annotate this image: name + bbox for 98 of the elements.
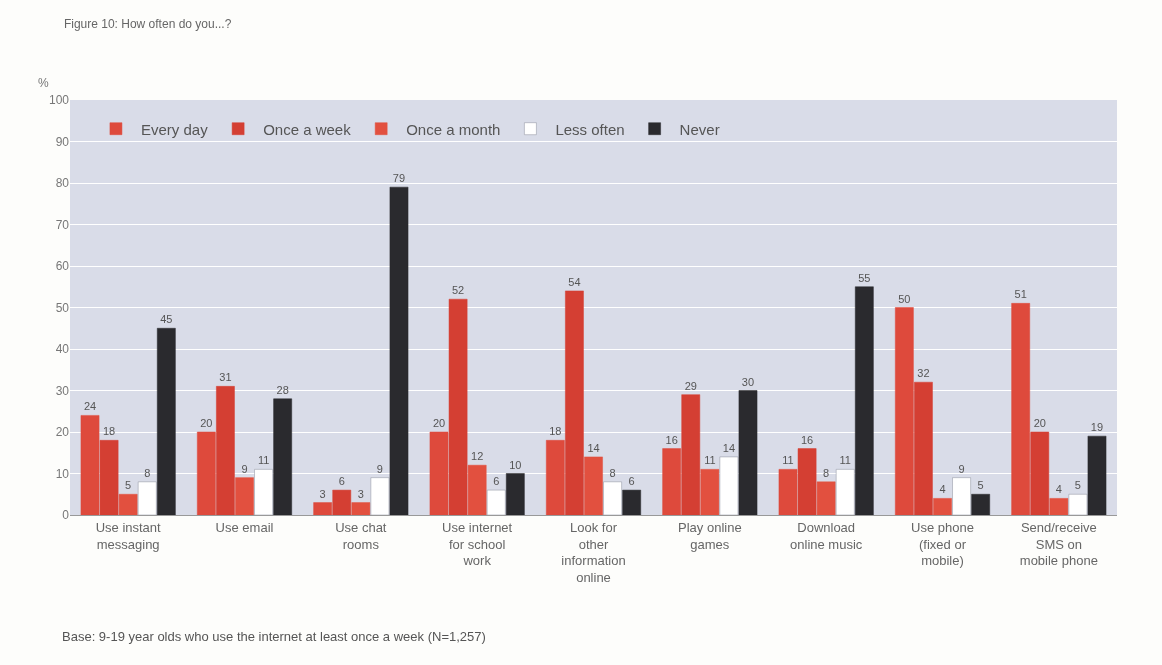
legend-label: Less often (555, 120, 625, 138)
data-label: 9 (376, 462, 383, 475)
bar (700, 469, 720, 515)
data-label: 16 (800, 433, 814, 446)
legend-label: Once a month (406, 120, 501, 138)
bar (738, 390, 758, 515)
data-label: 16 (665, 433, 678, 446)
data-label: 14 (587, 441, 600, 454)
bar (816, 481, 836, 515)
bar (584, 456, 603, 515)
x-tick-label: Use chat rooms (335, 519, 387, 552)
bar (1087, 435, 1107, 515)
bar (486, 489, 506, 515)
data-label: 18 (549, 425, 562, 438)
x-tick-label: Use phone (fixed or mobile) (911, 519, 974, 569)
data-label: 9 (958, 462, 965, 475)
data-label: 30 (741, 375, 755, 388)
bar (506, 473, 525, 515)
data-label: 29 (684, 379, 697, 392)
data-label: 6 (338, 475, 345, 488)
bar (370, 477, 390, 515)
data-label: 4 (939, 483, 946, 496)
bar (971, 494, 990, 515)
bar (933, 498, 952, 515)
data-label: 11 (782, 454, 794, 467)
y-tick-label: 50 (55, 300, 70, 315)
bar (622, 489, 641, 515)
legend-label: Every day (140, 120, 209, 138)
data-label: 5 (125, 479, 132, 492)
bar (603, 481, 622, 515)
legend-label: Once a week (263, 120, 352, 138)
data-label: 28 (276, 383, 289, 396)
data-label: 5 (1074, 479, 1081, 492)
data-label: 4 (1055, 483, 1062, 496)
data-label: 14 (722, 441, 736, 454)
data-label: 5 (977, 479, 984, 492)
data-label: 10 (509, 458, 522, 471)
y-tick-label: 70 (55, 217, 70, 232)
data-label: 11 (257, 454, 270, 467)
x-tick-label: Use instant messaging (95, 519, 162, 552)
data-label: 11 (704, 454, 716, 467)
x-tick-label: Send/receive SMS on mobile phone (1019, 519, 1098, 569)
data-label: 79 (392, 172, 406, 185)
x-tick-label: Play online games (678, 519, 742, 552)
data-label: 51 (1014, 288, 1027, 301)
data-label: 6 (493, 475, 500, 488)
data-label: 8 (144, 466, 151, 479)
data-label: 6 (628, 475, 635, 488)
y-tick-label: 60 (55, 259, 70, 274)
data-label: 20 (432, 417, 446, 429)
y-tick-label: 10 (55, 466, 70, 481)
bar (157, 328, 176, 515)
data-label: 9 (241, 462, 248, 475)
legend-label: Never (679, 120, 720, 138)
bar (467, 464, 487, 515)
data-label: 20 (200, 417, 213, 429)
data-label: 52 (451, 284, 465, 297)
data-label: 55 (858, 271, 871, 284)
y-tick-label: 100 (48, 93, 70, 108)
y-tick-label: 20 (55, 425, 70, 440)
bar (1068, 494, 1088, 515)
y-tick-label: 30 (55, 383, 70, 398)
bar (855, 286, 874, 515)
data-label: 12 (471, 450, 484, 463)
y-axis-title: % (38, 76, 49, 90)
data-label: 18 (102, 425, 116, 438)
data-label: 3 (319, 487, 326, 500)
bar (952, 477, 971, 515)
x-tick-label: Use internet for school work (442, 519, 513, 569)
y-tick-label: 0 (62, 508, 70, 523)
bar (118, 494, 138, 515)
data-label: 24 (83, 400, 97, 413)
y-tick-label: 90 (55, 134, 70, 149)
data-label: 54 (568, 275, 581, 288)
bar (235, 477, 254, 515)
bar (719, 456, 739, 515)
bar (351, 502, 371, 515)
text: Base: 9-19 year olds who use the internet at least once a week (N=1,257) (62, 629, 486, 644)
data-label: 3 (357, 487, 364, 500)
data-label: 31 (219, 371, 232, 384)
y-tick-label: 40 (55, 342, 70, 357)
data-label: 19 (1090, 421, 1104, 434)
bar (137, 481, 157, 515)
data-label: 32 (917, 367, 930, 380)
x-tick-label: Look for other information online (561, 519, 626, 586)
data-label: 50 (898, 292, 911, 305)
bar (389, 186, 409, 515)
data-label: 20 (1033, 417, 1046, 429)
data-label: 11 (839, 454, 851, 467)
data-label: 45 (160, 313, 173, 326)
y-tick-label: 80 (55, 176, 70, 191)
data-label: 8 (609, 466, 616, 479)
bar (1049, 498, 1069, 515)
x-tick-label: Download online music (790, 519, 863, 552)
bar (273, 398, 292, 515)
data-label: 8 (823, 466, 830, 479)
x-tick-label: Use email (215, 519, 274, 535)
chart-title: Figure 10: How often do you...? (63, 17, 232, 32)
